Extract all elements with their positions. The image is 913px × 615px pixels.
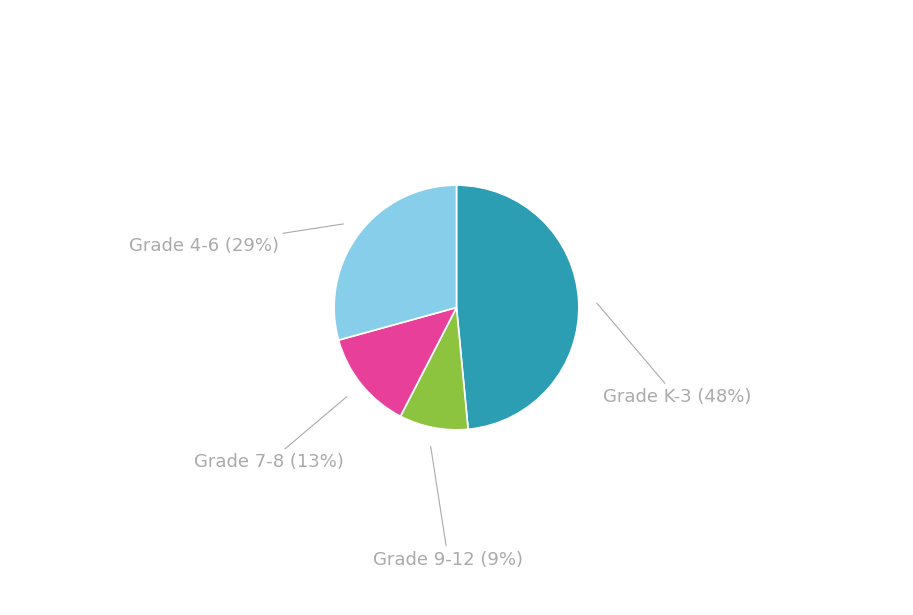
Text: Grade 7-8 (13%): Grade 7-8 (13%) <box>194 397 347 472</box>
Text: Grade K-3 (48%): Grade K-3 (48%) <box>597 303 750 407</box>
Wedge shape <box>339 308 456 416</box>
Wedge shape <box>456 185 579 429</box>
Text: Grade 4-6 (29%): Grade 4-6 (29%) <box>129 224 343 255</box>
Wedge shape <box>334 185 456 340</box>
Wedge shape <box>401 308 468 430</box>
Text: Grade 9-12 (9%): Grade 9-12 (9%) <box>373 446 523 569</box>
